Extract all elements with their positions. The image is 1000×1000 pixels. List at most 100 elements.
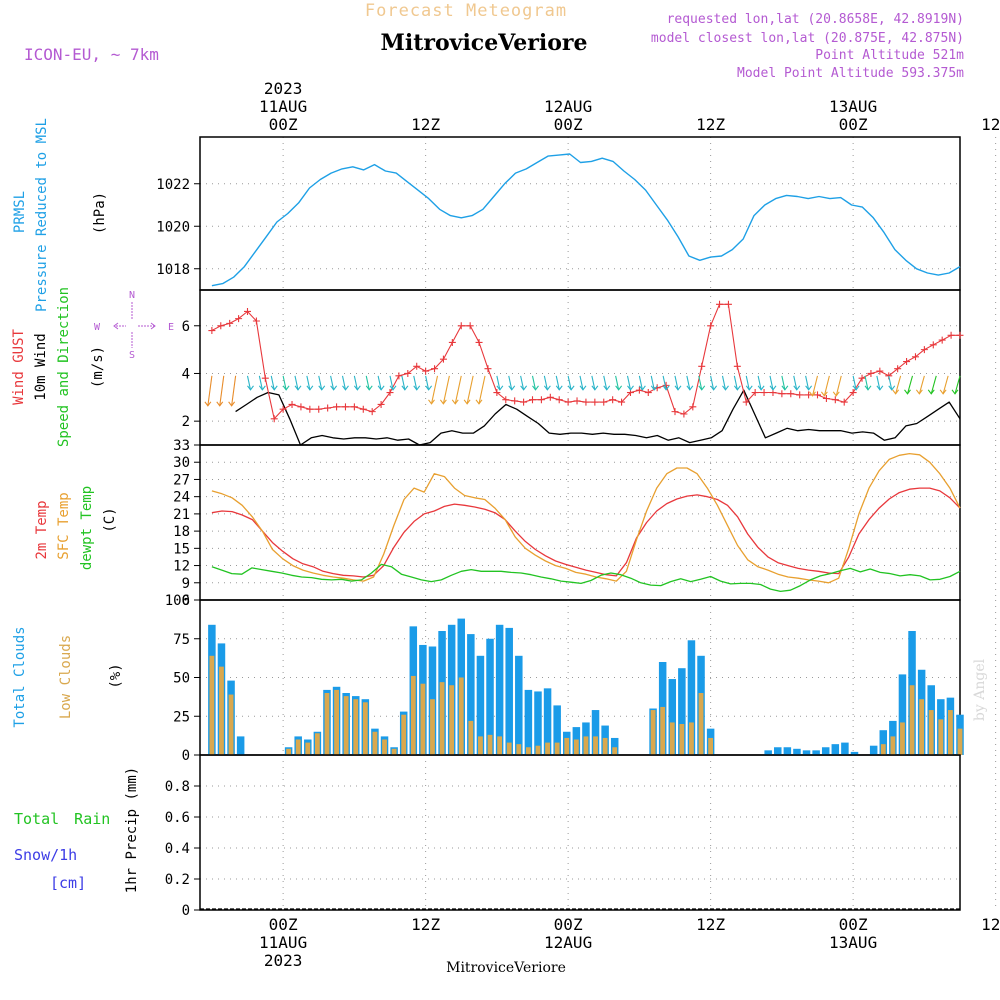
gust-marker [778,390,786,398]
wind-labels: Wind GUST 10m Wind Speed and Direction (… [11,287,174,447]
wind-arrow [330,375,335,390]
y-tick-label: 1020 [156,219,190,235]
wind-arrowhead [508,385,516,391]
bottom-time-label: 12Z [411,915,440,934]
wind-arrowhead [318,385,326,391]
gust-marker [493,389,501,397]
gust-marker [805,391,813,399]
gust-marker [831,396,839,404]
wind-arrow [745,375,750,390]
wind-arrow [603,375,608,390]
wind-arrow [454,375,462,404]
low-cloud-bar [612,747,618,755]
low-cloud-bar [401,714,407,755]
wind-arrowhead [820,391,828,397]
wind-arrowhead [439,399,447,405]
gust-marker [903,358,911,366]
wind-arrow [555,375,560,390]
bottom-time-axis: 00Z11AUG202312Z00Z12AUG12Z00Z13AUG12Z [259,915,1000,970]
low-cloud-bar [478,736,483,755]
wind-arrowhead [282,385,290,391]
panel-frame [199,289,961,446]
top-time-label: 00Z [554,115,583,134]
gust-marker [520,398,528,406]
wind-arrowhead [389,385,397,391]
low-cloud-bar [372,731,378,755]
wind-arrowhead [579,385,587,391]
low-cloud-bar [593,736,598,755]
total-cloud-bar [524,689,533,755]
gust-marker [858,374,866,382]
bottom-time-label: 00Z [839,915,868,934]
low-cloud-bar [545,742,550,755]
gust-marker [707,322,715,330]
wind-arrow [823,375,830,396]
pressure-line [211,153,961,287]
compass-e: E [168,322,174,333]
y-tick-label: 15 [173,541,190,557]
low-cloud-bar [430,699,435,755]
y-tick-label: 0.8 [165,779,190,795]
y-tick-label: 12 [173,559,190,575]
y-tick-label: 4 [182,366,190,382]
top-time-label: 13AUG [829,97,877,116]
y-tick-label: 9 [182,576,190,592]
wind-arrow [626,375,632,390]
total-cloud-bar [869,745,878,755]
wind-arrow [231,375,237,406]
wind-arrow [733,375,738,390]
gust-marker [288,400,296,408]
gust-marker [956,331,964,339]
wind-arrowhead [927,389,935,395]
total-cloud-bar [515,655,523,755]
closest-coords: model closest lon,lat (20.875E, 42.875N) [651,31,964,46]
wind-arrowhead [686,385,694,391]
y-tick-label: 100 [165,593,190,609]
gust-marker [448,338,456,346]
total-cloud-bar [783,747,792,755]
low-cloud-bar [497,736,503,755]
low-cloud-bar [449,685,455,755]
wind-arrow [793,375,798,390]
low-cloud-bar [343,696,349,755]
total-cloud-bar [495,624,504,755]
temp-sfc-line [211,452,961,584]
gust-marker [413,362,421,370]
wind-arrow [401,375,406,390]
precip-unit-label: 1hr Precip (mm) [124,767,140,893]
wind-arrow [852,375,857,390]
gust-marker [733,362,741,370]
gust-marker [644,389,652,397]
y-tick-label: 1022 [156,177,190,193]
compass-s: S [129,350,135,361]
wind-arrowhead [832,391,840,397]
wind-arrow [835,375,842,396]
wind-arrowhead [258,385,266,391]
wind-arrow [543,375,548,390]
wind-arrow [341,375,347,390]
wind-speed-line [235,389,961,446]
y-tick-label: 50 [173,671,190,687]
panel-frame [199,754,961,911]
wind-arrow [430,375,439,404]
total-cloud-bar [774,747,782,755]
wind-arrowhead [638,385,646,391]
total-cloud-bar [812,750,820,755]
gust-marker [529,396,536,404]
low-cloud-bar [468,720,474,755]
wind-arrowhead [674,385,682,391]
footer-station: MitroviceVeriore [446,960,566,976]
total-cloud-bar [553,705,561,755]
snow-label: Snow/1h [14,846,77,864]
wind-arrow [638,375,643,390]
wind-arrow [258,375,263,390]
low-cloud-bar [295,739,301,755]
low-cloud-bar [439,682,445,755]
low-cloud-bar [353,699,359,755]
temp-2m-label: 2m Temp [34,500,50,559]
top-time-label: 12Z [411,115,440,134]
wind-arrowhead [615,385,623,391]
low-clouds-label: Low Clouds [58,635,74,719]
wind-arrowhead [401,385,409,391]
low-cloud-bar [957,728,963,755]
